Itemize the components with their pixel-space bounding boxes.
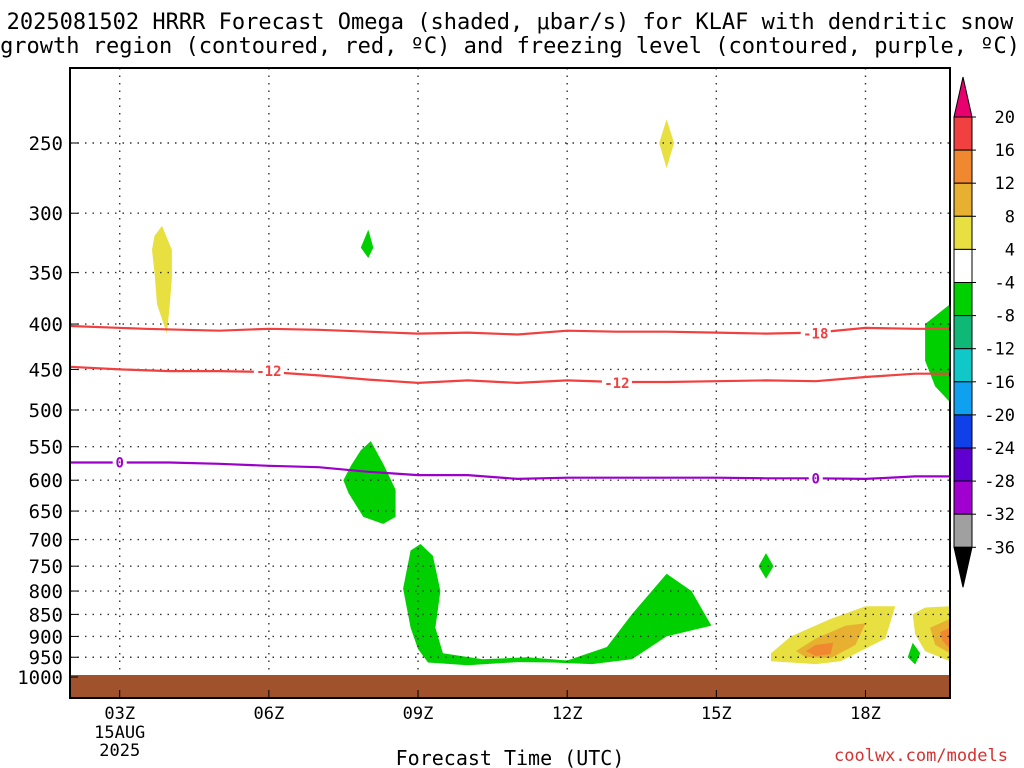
colorbar-box-8 bbox=[953, 348, 973, 383]
x-tick-label-18Z: 18Z bbox=[850, 704, 881, 724]
colorbar-label-10: -24 bbox=[984, 439, 1015, 459]
colorbar-label-12: -32 bbox=[984, 505, 1015, 525]
omega-region-5 bbox=[758, 553, 774, 579]
y-tick-label-350: 350 bbox=[29, 263, 63, 285]
grid-lines bbox=[70, 68, 950, 698]
y-tick-label-900: 900 bbox=[29, 626, 63, 648]
colorbar-label-13: -36 bbox=[984, 538, 1015, 558]
y-axis: 2503003504004505005506006507007508008509… bbox=[17, 133, 78, 689]
x-tick-label-03Z: 03Z bbox=[104, 704, 135, 724]
omega-region-13 bbox=[940, 627, 950, 649]
x-tick-label-15Z: 15Z bbox=[701, 704, 732, 724]
x-date-label: 15AUG bbox=[94, 723, 145, 743]
contour-label-bg-1-0 bbox=[253, 363, 284, 380]
contour-label-bg-0-0 bbox=[800, 325, 831, 342]
y-tick-label-250: 250 bbox=[29, 133, 63, 155]
colorbar-label-4: 4 bbox=[1005, 240, 1015, 260]
colorbar-box-6 bbox=[953, 282, 973, 317]
x-tick-label-06Z: 06Z bbox=[254, 704, 285, 724]
omega-region-0 bbox=[152, 225, 172, 334]
y-tick-label-850: 850 bbox=[29, 604, 63, 626]
omega-region-3 bbox=[343, 441, 396, 524]
colorbar-label-8: -16 bbox=[984, 373, 1015, 393]
y-tick-label-700: 700 bbox=[29, 530, 63, 552]
colorbar-label-11: -28 bbox=[984, 472, 1015, 492]
colorbar: 20 16 12 8 4 -4 -8 -12 -16 -20 -24 -28 -32 -36 bbox=[953, 76, 1015, 588]
colorbar-box-5 bbox=[953, 248, 973, 283]
colorbar-box-12 bbox=[953, 480, 973, 515]
x-tick-label-09Z: 09Z bbox=[403, 704, 434, 724]
contour-label-1-1: -12 bbox=[604, 376, 629, 392]
colorbar-box-9 bbox=[953, 381, 973, 416]
y-tick-label-450: 450 bbox=[29, 359, 63, 381]
colorbar-label-7: -12 bbox=[984, 340, 1015, 360]
chart-title-line1: 2025081502 HRRR Forecast Omega (shaded, … bbox=[7, 10, 1014, 35]
y-tick-label-950: 950 bbox=[29, 647, 63, 669]
contour-label-0-0: -18 bbox=[803, 327, 828, 343]
credit-text: coolwx.com/models bbox=[834, 746, 1008, 766]
omega-region-2 bbox=[360, 229, 374, 258]
colorbar-box-7 bbox=[953, 315, 973, 350]
colorbar-label-3: 8 bbox=[1005, 207, 1015, 227]
plot-area: -18 -12 -12 0 0 bbox=[69, 67, 951, 699]
contour-lines: -18 -12 -12 0 0 bbox=[70, 324, 950, 487]
omega-region-10 bbox=[805, 642, 834, 656]
y-tick-label-550: 550 bbox=[29, 437, 63, 459]
colorbar-box-13 bbox=[953, 513, 973, 548]
y-tick-label-400: 400 bbox=[29, 314, 63, 336]
x-year-label: 2025 bbox=[99, 741, 140, 761]
colorbar-box-2 bbox=[953, 149, 973, 184]
y-tick-label-500: 500 bbox=[29, 400, 63, 422]
colorbar-bottom-arrow bbox=[953, 546, 973, 588]
contour-label-2-1: 0 bbox=[812, 471, 820, 487]
contour-label-bg-2-0 bbox=[112, 454, 127, 471]
x-axis-label: Forecast Time (UTC) bbox=[396, 746, 625, 768]
contour-label-2-0: 0 bbox=[115, 455, 123, 471]
ground-below-surface bbox=[70, 675, 950, 698]
y-tick-label-600: 600 bbox=[29, 470, 63, 492]
colorbar-box-11 bbox=[953, 447, 973, 482]
chart-title-line2: growth region (contoured, red, ºC) and f… bbox=[0, 34, 1020, 59]
colorbar-label-2: 12 bbox=[995, 174, 1015, 194]
colorbar-label-9: -20 bbox=[984, 406, 1015, 426]
colorbar-box-1 bbox=[953, 116, 973, 151]
colorbar-top-arrow bbox=[953, 76, 973, 118]
colorbar-label-5: -4 bbox=[995, 274, 1015, 294]
colorbar-box-4 bbox=[953, 215, 973, 250]
contour-label-1-0: -12 bbox=[256, 364, 281, 380]
colorbar-box-3 bbox=[953, 182, 973, 217]
plot-frame bbox=[69, 67, 951, 699]
y-tick-label-800: 800 bbox=[29, 581, 63, 603]
colorbar-label-0: 20 bbox=[995, 108, 1015, 128]
y-tick-label-750: 750 bbox=[29, 556, 63, 578]
y-tick-label-300: 300 bbox=[29, 203, 63, 225]
colorbar-label-6: -8 bbox=[995, 307, 1015, 327]
y-tick-label-1000: 1000 bbox=[17, 667, 63, 689]
omega-region-1 bbox=[659, 119, 675, 169]
colorbar-box-10 bbox=[953, 414, 973, 449]
y-tick-label-650: 650 bbox=[29, 501, 63, 523]
omega-region-7 bbox=[907, 642, 921, 665]
colorbar-label-1: 16 bbox=[995, 141, 1015, 161]
contour-line-1 bbox=[70, 365, 950, 385]
contour-label-bg-2-1 bbox=[808, 470, 823, 487]
x-tick-label-12Z: 12Z bbox=[552, 704, 583, 724]
omega-region-4 bbox=[403, 544, 712, 666]
contour-label-bg-1-1 bbox=[601, 374, 632, 391]
